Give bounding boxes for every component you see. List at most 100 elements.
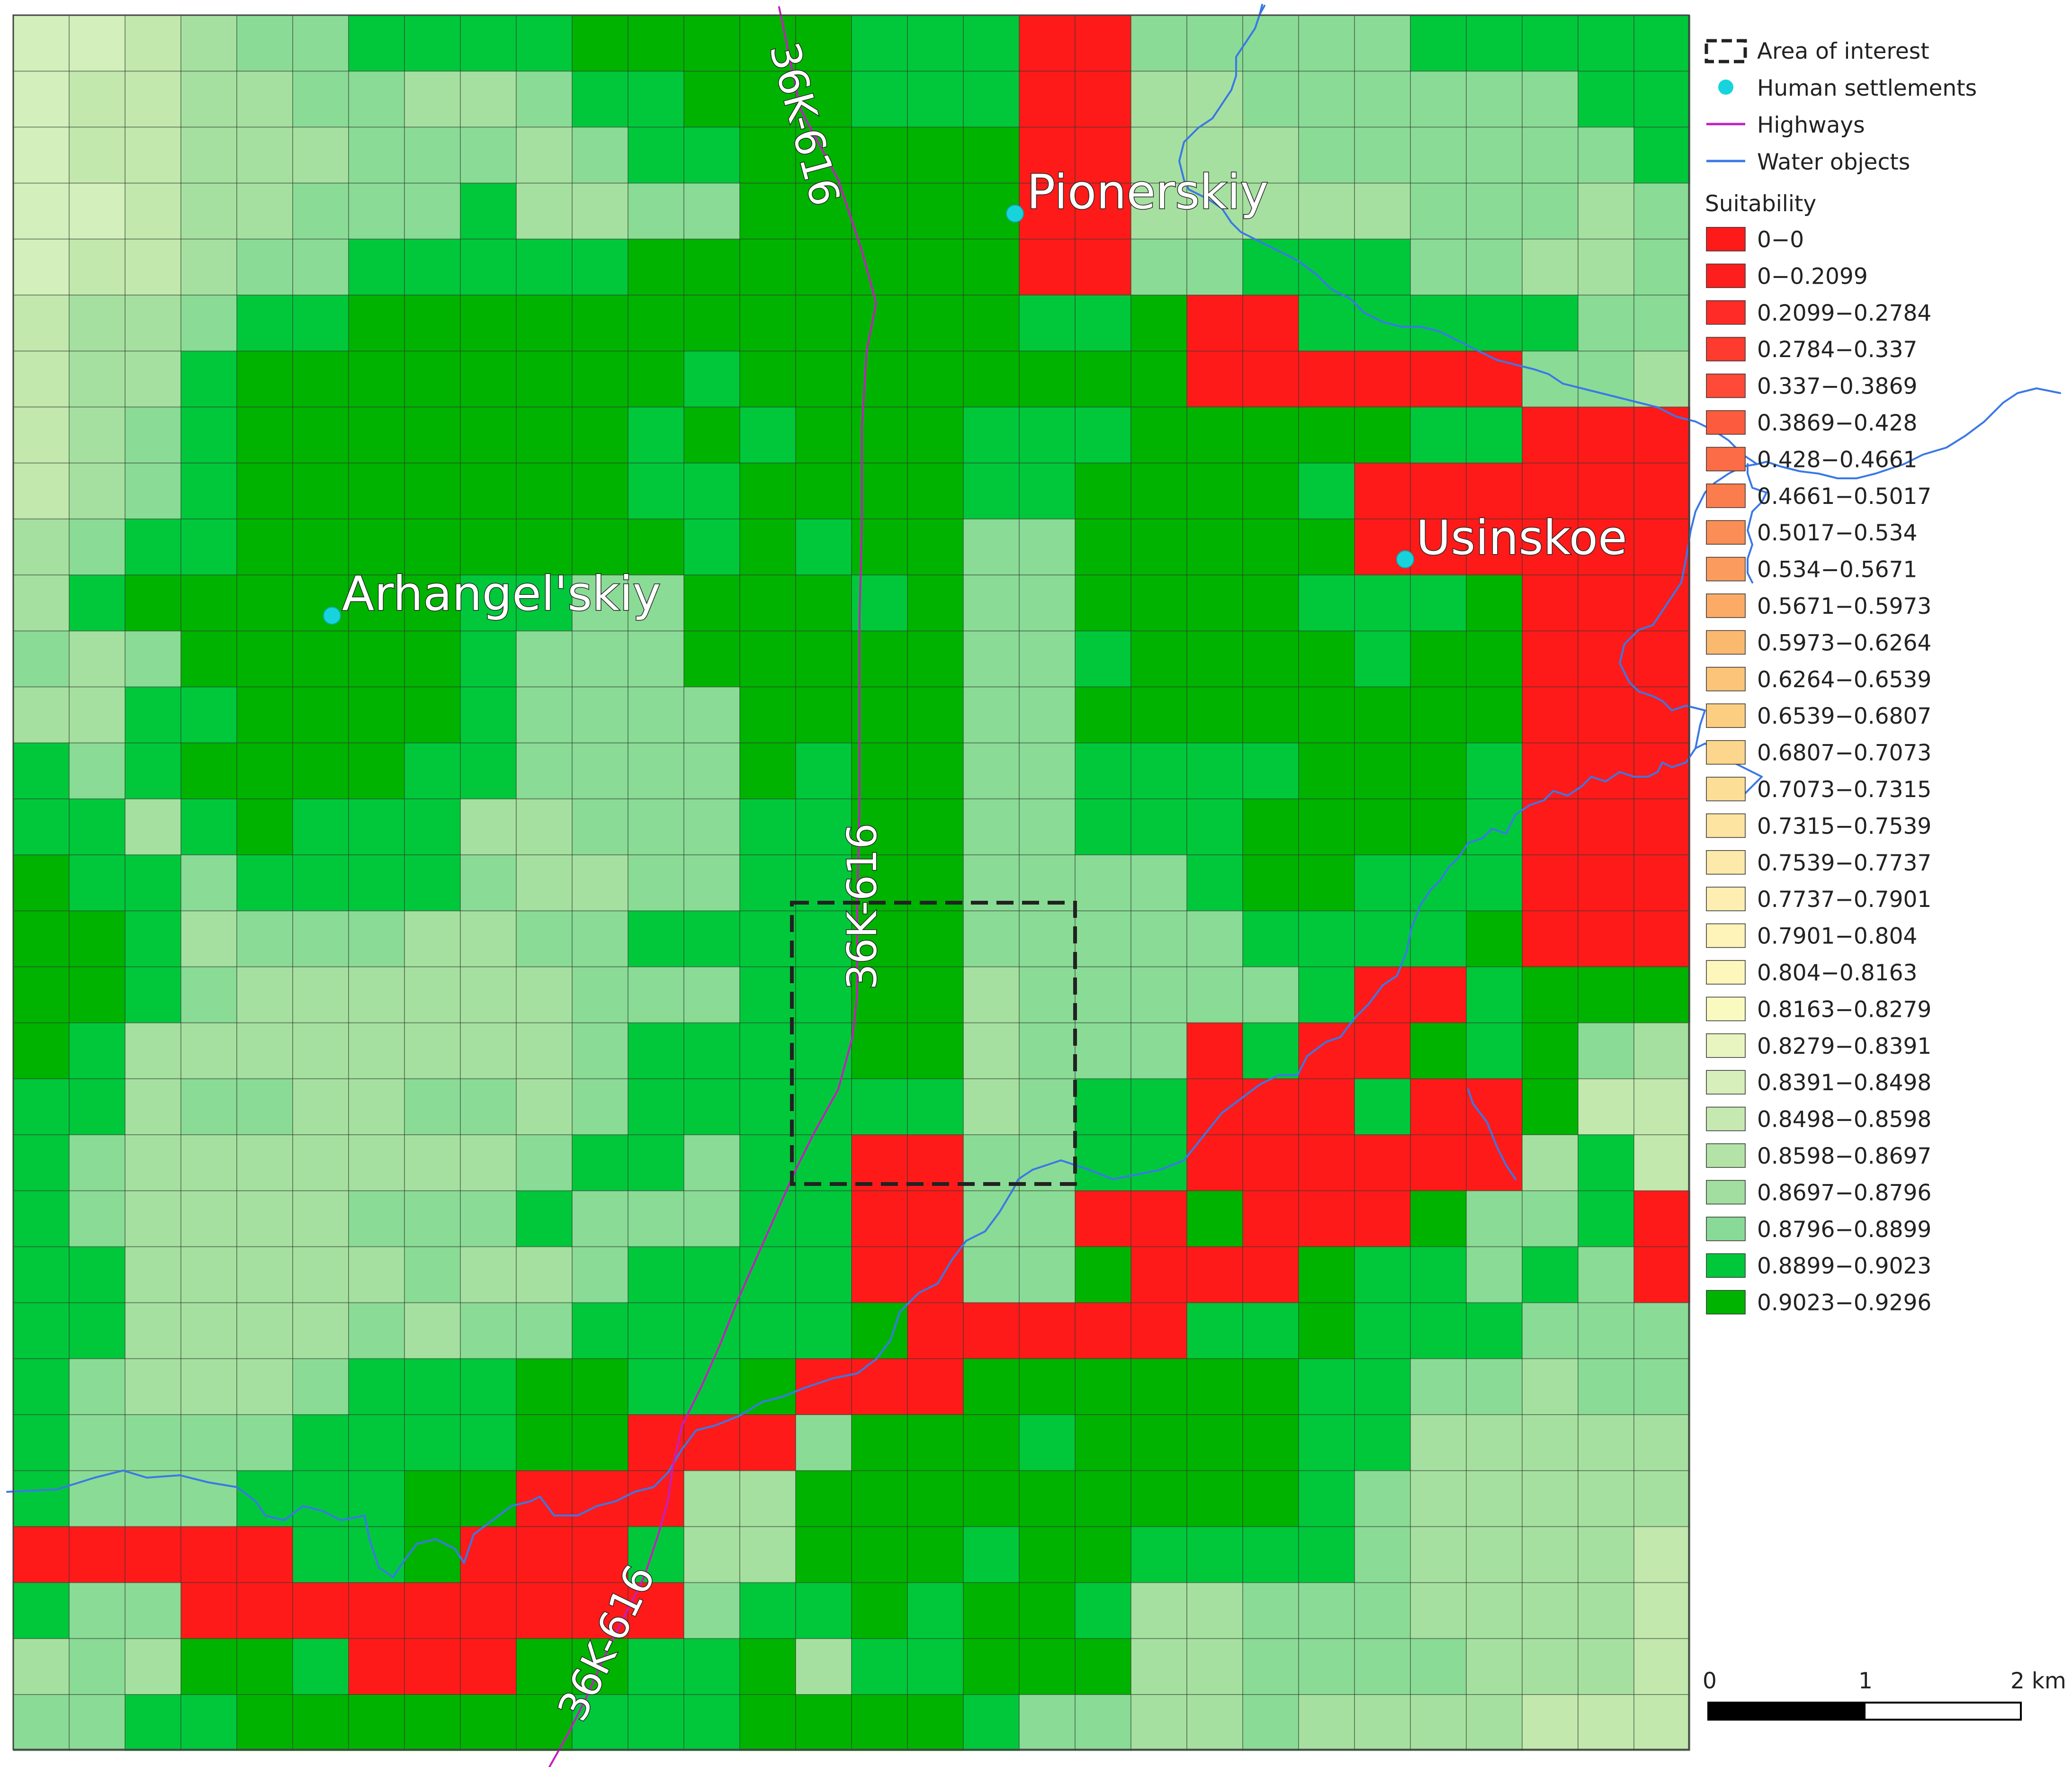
grid-cell (963, 798, 1020, 855)
grid-cell (1075, 1302, 1131, 1359)
grid-cell (237, 575, 293, 631)
grid-cell (1299, 1191, 1355, 1247)
grid-cell (963, 1471, 1020, 1527)
grid-cell (907, 1023, 964, 1079)
grid-cell (740, 239, 796, 296)
grid-cell (13, 1358, 70, 1415)
grid-cell (963, 15, 1020, 72)
grid-cell (1299, 463, 1355, 520)
grid-cell (460, 1638, 517, 1695)
grid-cell (628, 463, 684, 520)
grid-cell (963, 407, 1020, 464)
grid-cell (1075, 631, 1131, 687)
grid-cell (684, 351, 740, 407)
grid-cell (1354, 407, 1411, 464)
grid-cell (1131, 1247, 1187, 1303)
grid-cell (125, 407, 181, 464)
grid-cell (628, 1135, 684, 1191)
grid-cell (1466, 967, 1523, 1023)
grid-cell (1634, 15, 1690, 72)
grid-cell (740, 463, 796, 520)
grid-cell (684, 463, 740, 520)
grid-cell (1019, 351, 1076, 407)
grid-cell (1466, 631, 1523, 687)
grid-cell (1634, 1247, 1690, 1303)
grid-cell (1578, 71, 1634, 127)
grid-cell (237, 798, 293, 855)
grid-cell (1578, 1191, 1634, 1247)
grid-cell (852, 127, 908, 184)
grid-cell (1299, 687, 1355, 744)
grid-cell (125, 1135, 181, 1191)
grid-cell (404, 1302, 461, 1359)
highways-layer (548, 6, 877, 1767)
legend-class-swatch (1706, 850, 1746, 875)
grid-cell (1131, 127, 1187, 184)
grid-cell (69, 1247, 126, 1303)
grid-cell (963, 743, 1020, 799)
grid-cell (293, 71, 349, 127)
grid-cell (516, 407, 573, 464)
grid-cell (740, 687, 796, 744)
grid-cell (69, 798, 126, 855)
grid-cell (460, 798, 517, 855)
legend-class-swatch (1706, 1180, 1746, 1205)
grid-cell (1243, 71, 1299, 127)
grid-cell (293, 295, 349, 351)
grid-cell (237, 1078, 293, 1135)
grid-cell (237, 15, 293, 72)
grid-cell (628, 407, 684, 464)
grid-cell (69, 71, 126, 127)
grid-cell (1578, 127, 1634, 184)
grid-cell (1466, 1358, 1523, 1415)
grid-cell (1187, 743, 1243, 799)
grid-cell (181, 1638, 237, 1695)
grid-cell (852, 1695, 908, 1751)
grid-cell (293, 1302, 349, 1359)
legend-class-swatch (1706, 1290, 1746, 1315)
grid-cell (1354, 15, 1411, 72)
grid-cell (740, 1191, 796, 1247)
grid-cell (1410, 1415, 1467, 1471)
legend-class-label: 0.6807−0.7073 (1757, 740, 1931, 766)
grid-cell (1354, 1191, 1411, 1247)
grid-cell (1299, 351, 1355, 407)
grid-cell (1187, 407, 1243, 464)
grid-cell (1466, 1415, 1523, 1471)
grid-cell (1634, 1582, 1690, 1639)
grid-cell (237, 911, 293, 967)
grid-cell (852, 1582, 908, 1639)
grid-cell (1466, 463, 1523, 520)
grid-cell (69, 967, 126, 1023)
grid-cell (1075, 1135, 1131, 1191)
legend-class-label: 0.8598−0.8697 (1757, 1143, 1931, 1169)
settlement-label-pionerskiy: Pionerskiy (1027, 164, 1268, 220)
grid-cell (1187, 1302, 1243, 1359)
grid-cell (1354, 183, 1411, 240)
grid-cell (1466, 1191, 1523, 1247)
legend-settlement-icon (1718, 80, 1733, 95)
grid-cell (125, 183, 181, 240)
grid-cell (1354, 631, 1411, 687)
grid-cell (1354, 1695, 1411, 1751)
grid-cell (1187, 687, 1243, 744)
grid-cell (1187, 1526, 1243, 1583)
grid-cell (1075, 1526, 1131, 1583)
grid-cell (907, 1695, 964, 1751)
grid-cell (13, 351, 70, 407)
grid-cell (1578, 687, 1634, 744)
grid-cell (1299, 127, 1355, 184)
grid-cell (1075, 407, 1131, 464)
grid-cell (1522, 967, 1579, 1023)
legend-class-swatch (1706, 996, 1746, 1022)
grid-cell (796, 1135, 852, 1191)
grid-cell (796, 798, 852, 855)
grid-cell (907, 1358, 964, 1415)
grid-cell (796, 1638, 852, 1695)
grid-cell (628, 1526, 684, 1583)
grid-cell (1634, 911, 1690, 967)
grid-cell (1410, 1023, 1467, 1079)
grid-cell (572, 855, 628, 911)
water-objects-layer (6, 4, 2061, 1578)
grid-cell (1131, 1302, 1187, 1359)
